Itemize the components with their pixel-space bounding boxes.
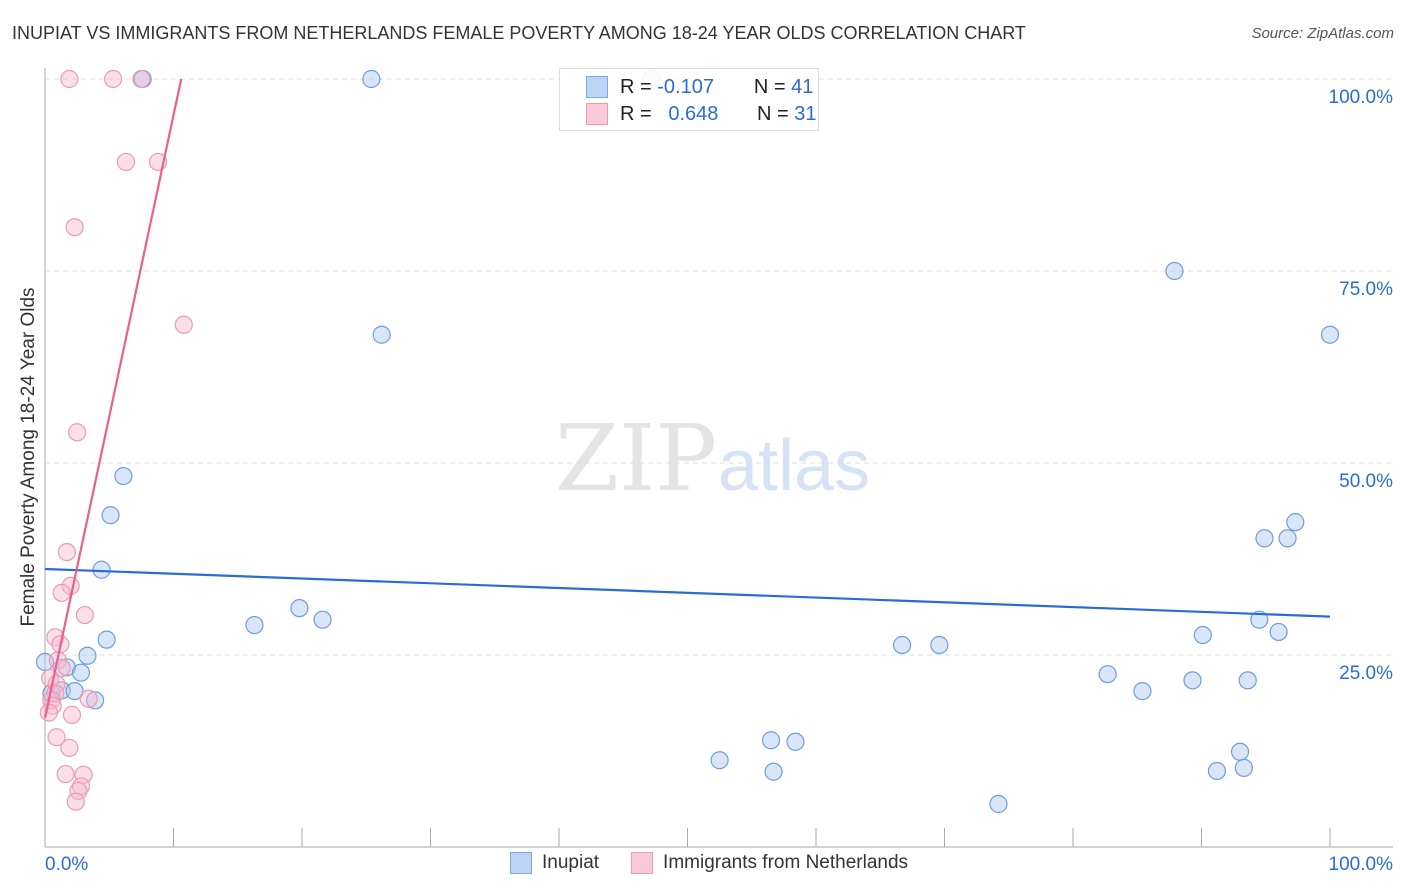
netherlands-point bbox=[39, 703, 58, 722]
inupiat-point bbox=[372, 325, 391, 344]
inupiat-point bbox=[764, 762, 783, 781]
stats-legend: R = -0.107 N = 41 R = 0.648 N = 31 bbox=[559, 68, 819, 131]
netherlands-point bbox=[74, 765, 93, 784]
inupiat-point bbox=[1269, 622, 1288, 642]
inupiat-point bbox=[65, 681, 84, 701]
inupiat-point bbox=[78, 646, 97, 665]
inupiat-point bbox=[930, 635, 949, 655]
r-label: R = bbox=[620, 102, 652, 125]
netherlands-point bbox=[65, 218, 84, 237]
y-tick-label: 75.0% bbox=[1339, 279, 1393, 300]
watermark-atlas: atlas bbox=[718, 426, 870, 506]
inupiat-point bbox=[1193, 625, 1212, 645]
legend-netherlands: Immigrants from Netherlands bbox=[663, 852, 909, 873]
netherlands-point bbox=[104, 69, 123, 89]
netherlands-point bbox=[62, 705, 82, 725]
n-value: 31 bbox=[794, 102, 817, 125]
x-tick-label: 100.0% bbox=[1329, 854, 1394, 875]
inupiat-point bbox=[92, 560, 111, 579]
blue-swatch bbox=[586, 76, 608, 98]
inupiat-point bbox=[1250, 610, 1269, 629]
inupiat-point bbox=[1133, 681, 1152, 701]
netherlands-point bbox=[116, 152, 136, 172]
r-value: -0.107 bbox=[657, 75, 714, 98]
inupiat-point bbox=[114, 466, 133, 486]
inupiat-point bbox=[86, 691, 105, 710]
legend-row-netherlands: R = 0.648 N = 31 bbox=[586, 101, 817, 127]
netherlands-swatch bbox=[631, 852, 654, 874]
netherlands-point bbox=[56, 764, 75, 784]
series-legend: Inupiat Immigrants from Netherlands bbox=[510, 852, 908, 874]
x-tick-label: 0.0% bbox=[45, 854, 88, 875]
netherlands-point bbox=[132, 69, 151, 89]
source-label: Source: ZipAtlas.com bbox=[1251, 25, 1394, 42]
inupiat-trendline bbox=[44, 567, 1331, 618]
y-tick-label: 100.0% bbox=[1329, 87, 1394, 108]
inupiat-swatch bbox=[510, 852, 532, 874]
inupiat-point bbox=[97, 630, 116, 649]
inupiat-point bbox=[313, 610, 332, 629]
r-value: 0.648 bbox=[668, 102, 719, 125]
netherlands-point bbox=[57, 542, 76, 562]
inupiat-point bbox=[786, 732, 805, 751]
inupiat-point bbox=[989, 794, 1008, 814]
netherlands-trendline bbox=[43, 78, 183, 719]
r-label: R = bbox=[620, 75, 652, 98]
inupiat-point bbox=[892, 635, 912, 655]
inupiat-point bbox=[290, 599, 309, 618]
netherlands-point bbox=[47, 728, 66, 747]
inupiat-point bbox=[362, 69, 381, 89]
n-value: 41 bbox=[791, 75, 814, 98]
legend-inupiat: Inupiat bbox=[542, 852, 600, 873]
inupiat-point bbox=[1165, 261, 1184, 281]
y-axis-label: Female Poverty Among 18-24 Year Olds bbox=[18, 287, 39, 626]
inupiat-point bbox=[57, 658, 76, 677]
inupiat-point bbox=[761, 731, 781, 750]
n-label: N = bbox=[753, 75, 786, 98]
inupiat-point bbox=[1286, 513, 1305, 532]
y-tick-label: 50.0% bbox=[1339, 471, 1393, 492]
inupiat-point bbox=[1238, 671, 1257, 690]
inupiat-point bbox=[1320, 325, 1340, 344]
netherlands-point bbox=[60, 738, 79, 758]
y-tick-label: 25.0% bbox=[1339, 663, 1393, 684]
inupiat-point bbox=[1234, 758, 1254, 777]
netherlands-point bbox=[68, 423, 87, 442]
inupiat-point bbox=[101, 506, 120, 525]
inupiat-point bbox=[71, 663, 91, 682]
netherlands-point bbox=[60, 69, 79, 89]
inupiat-point bbox=[710, 751, 729, 770]
n-label: N = bbox=[757, 102, 789, 125]
inupiat-point bbox=[1183, 671, 1202, 690]
netherlands-point bbox=[174, 315, 193, 334]
inupiat-point bbox=[1278, 529, 1297, 548]
watermark-zip: ZIP bbox=[555, 405, 717, 512]
legend-row-inupiat: R = -0.107 N = 41 bbox=[586, 74, 813, 100]
inupiat-point bbox=[1098, 665, 1117, 684]
netherlands-point bbox=[52, 583, 71, 602]
netherlands-point bbox=[69, 781, 88, 801]
netherlands-point bbox=[79, 689, 98, 708]
netherlands-point bbox=[75, 605, 94, 625]
inupiat-point bbox=[1207, 761, 1227, 781]
inupiat-point bbox=[245, 615, 264, 635]
pink-swatch bbox=[586, 103, 608, 125]
chart-title: INUPIAT VS IMMIGRANTS FROM NETHERLANDS F… bbox=[12, 23, 1026, 43]
inupiat-point bbox=[1255, 529, 1274, 548]
inupiat-point bbox=[1230, 742, 1250, 761]
netherlands-point bbox=[66, 792, 85, 811]
